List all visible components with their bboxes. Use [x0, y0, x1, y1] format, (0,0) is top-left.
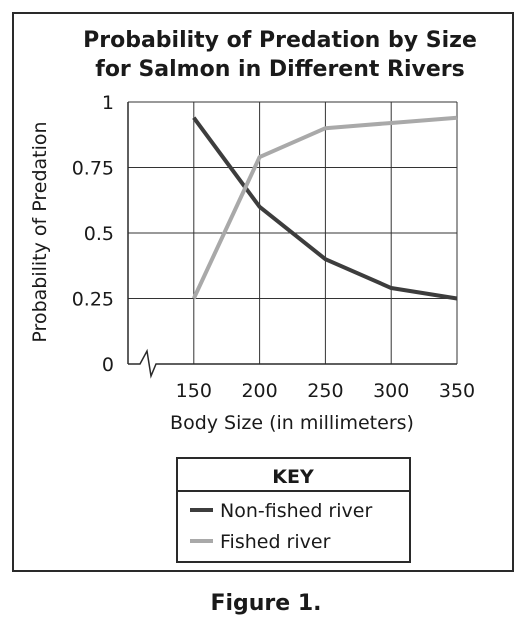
legend: KEY Non-fished river Fished river [176, 457, 411, 563]
x-tick-label: 150 [176, 380, 212, 402]
y-tick-label: 0.5 [84, 223, 114, 245]
series-line-fished-river [191, 115, 458, 300]
y-tick-label: 0.25 [72, 289, 114, 311]
x-tick-label: 200 [241, 380, 277, 402]
x-tick-labels: 150 200 250 300 350 [176, 380, 475, 402]
x-tick-label: 300 [373, 380, 409, 402]
x-axis-label: Body Size (in millimeters) [170, 412, 414, 434]
y-tick-label: 0 [102, 354, 114, 376]
legend-label: Fished river [220, 531, 331, 553]
axes [127, 102, 457, 379]
y-axis-label: Probability of Predation [29, 121, 51, 342]
grid [128, 101, 458, 364]
chart-title-line-1: Probability of Predation by Size [83, 28, 477, 53]
chart-title-line-2: for Salmon in Different Rivers [95, 57, 465, 82]
legend-box [176, 457, 411, 563]
y-tick-label: 0.75 [72, 158, 114, 180]
x-axis-line-with-break [128, 348, 457, 379]
x-tick-label: 250 [307, 380, 343, 402]
legend-title: KEY [272, 466, 314, 488]
series-lines [191, 115, 458, 301]
y-tick-labels: 0 0.25 0.5 0.75 1 [72, 92, 114, 376]
legend-label: Non-fished river [220, 500, 372, 522]
figure-frame [12, 12, 514, 572]
x-tick-label: 350 [439, 380, 475, 402]
figure-caption: Figure 1. [210, 591, 322, 616]
series-line-non-fished-river [192, 116, 458, 301]
legend-items: Non-fished river Fished river [190, 500, 372, 553]
y-tick-label: 1 [102, 92, 114, 114]
